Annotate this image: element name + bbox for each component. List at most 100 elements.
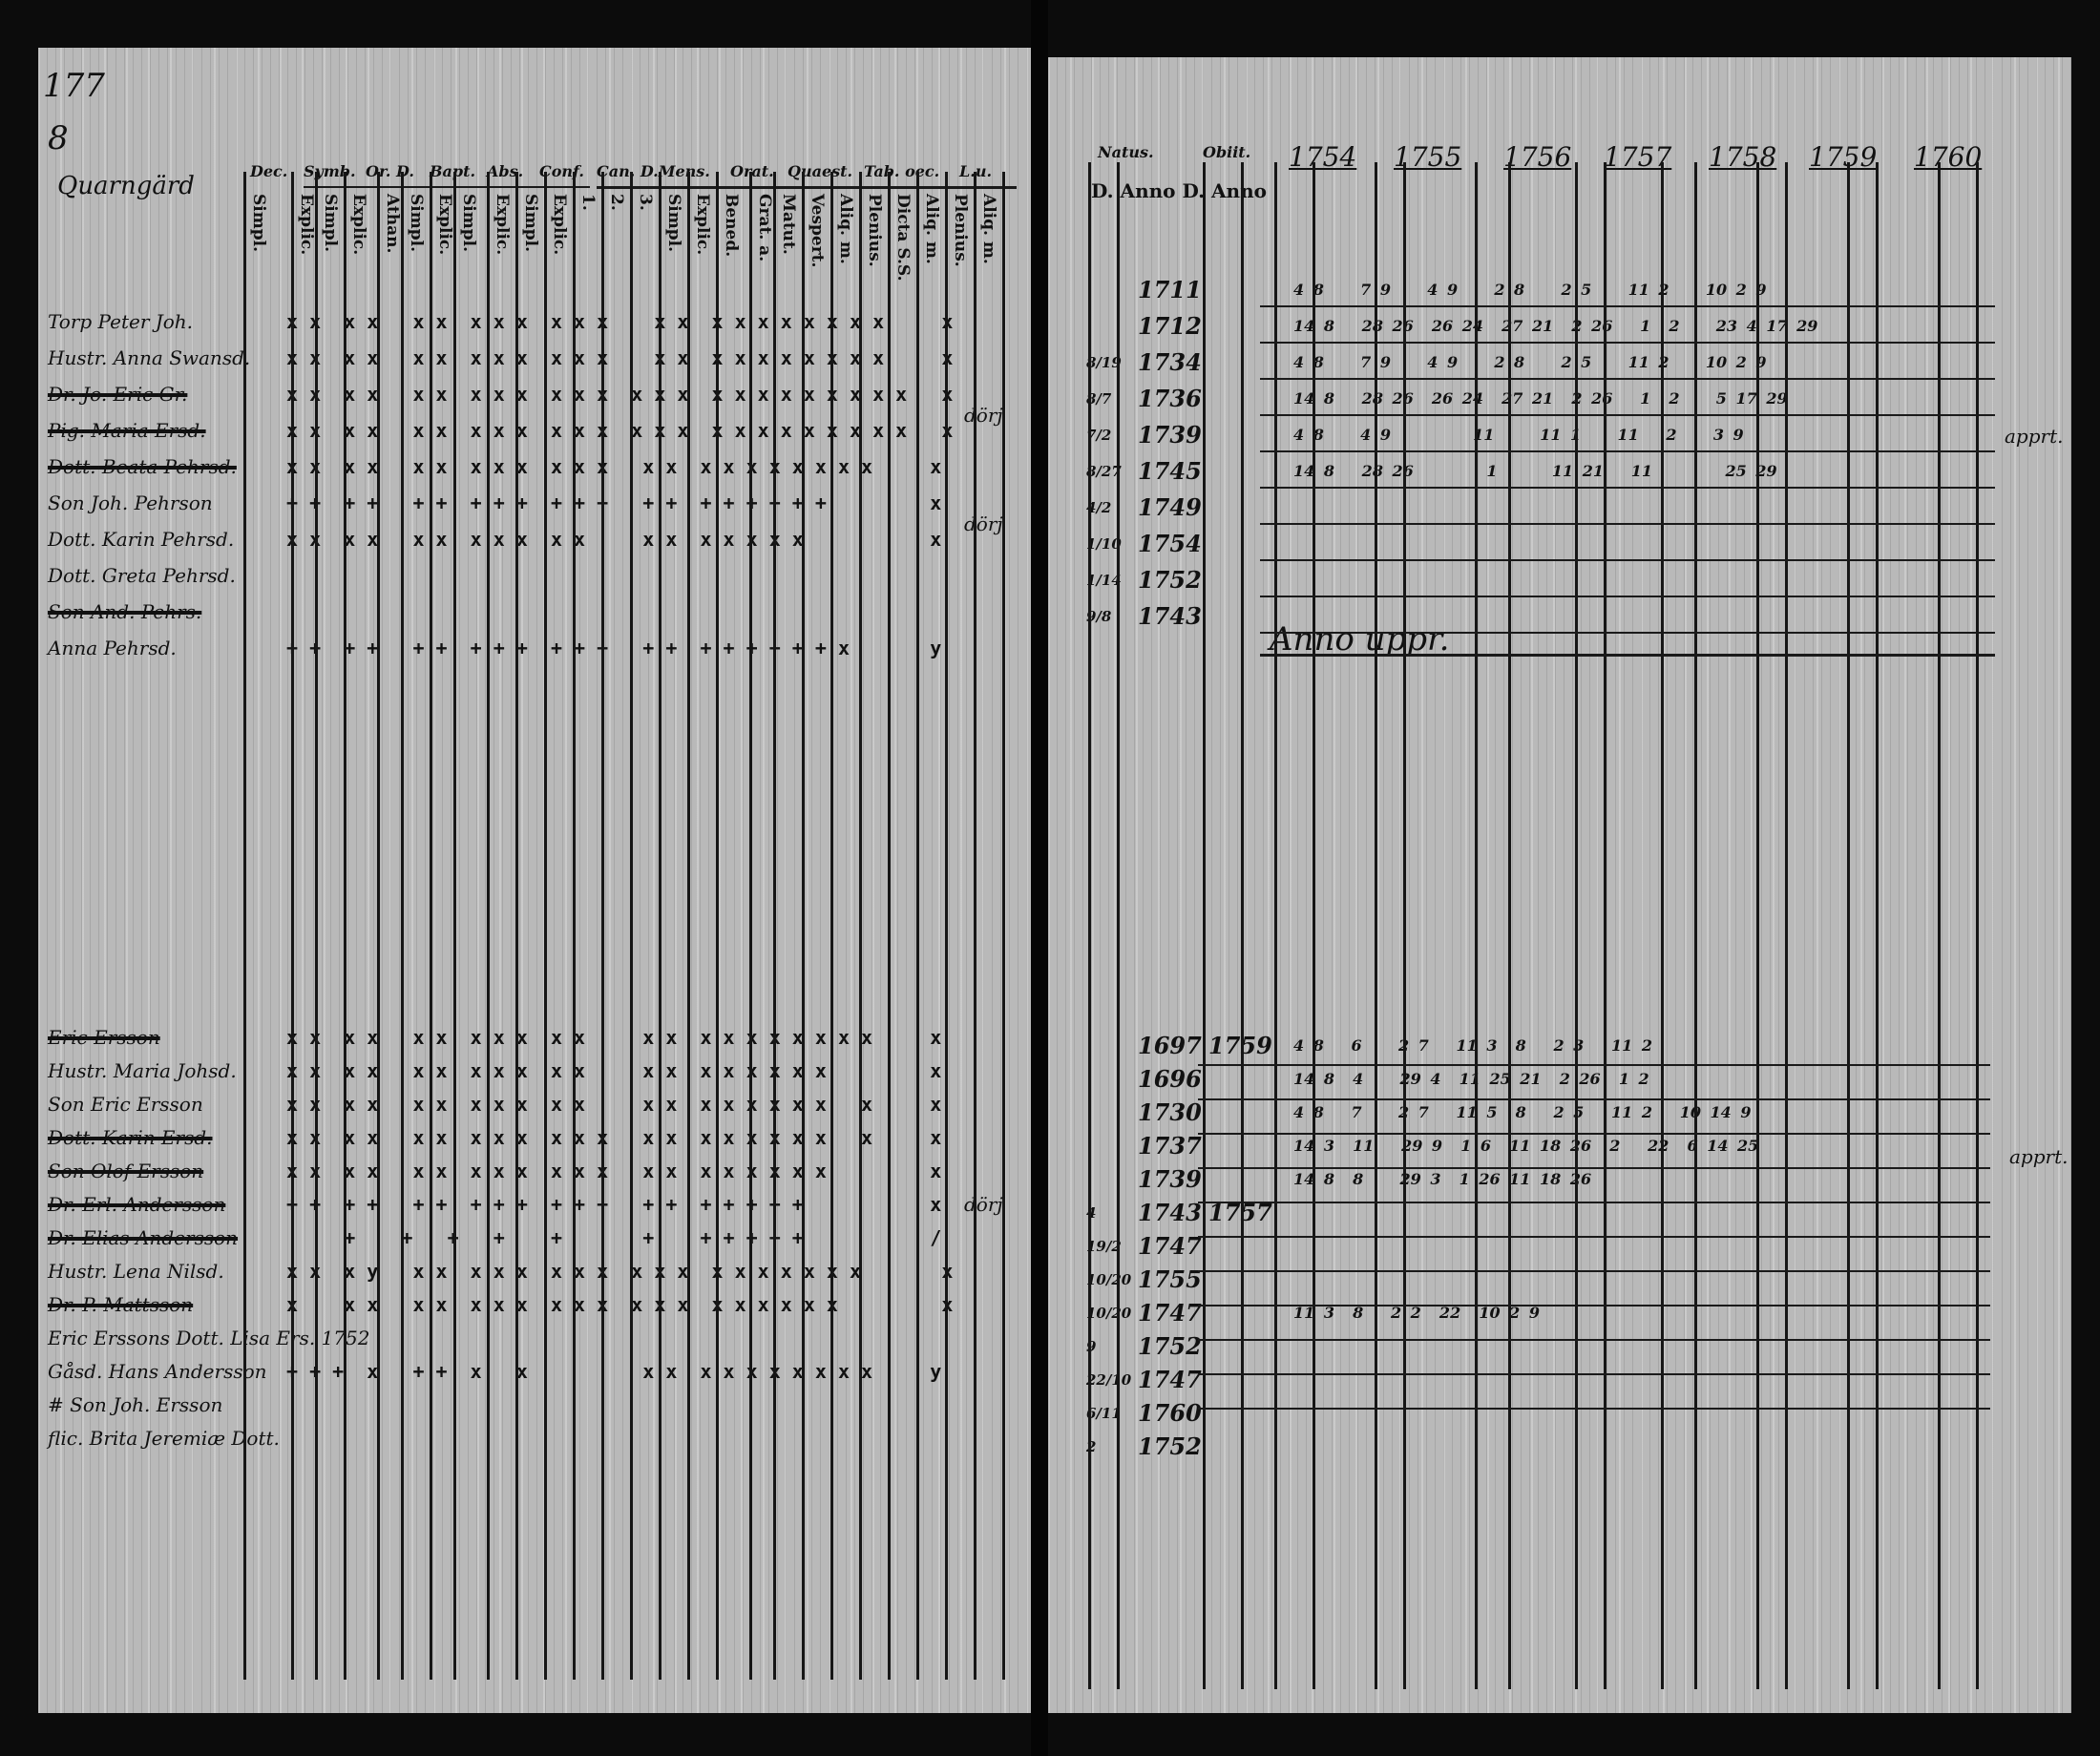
ruling-line <box>1661 162 1664 1689</box>
birth-date: 19/2 <box>1086 1238 1122 1255</box>
catechism-marks: x x x x x x x x x x x x x x x x x x x x … <box>286 1293 954 1316</box>
column-header: L.u. <box>959 162 992 181</box>
birth-year: 1752 <box>1138 1432 1202 1460</box>
parishioner-name: Torp Peter Joh. <box>48 310 194 333</box>
exam-scores: 14 8 28 26 26 24 27 21 2 26 1 2 5 17 29 <box>1293 389 1788 408</box>
parishioner-name: Son Eric Ersson <box>48 1093 203 1116</box>
birth-date: 4/2 <box>1086 499 1112 516</box>
column-subheader: Simpl. <box>664 194 683 252</box>
parishioner-name: flic. Brita Jeremiæ Dott. <box>48 1427 280 1450</box>
parishioner-name: Dr. Jo. Eric Gr. <box>48 383 188 406</box>
exam-scores: 14 3 11 29 9 1 6 11 18 26 2 22 6 14 25 <box>1293 1137 1759 1155</box>
birth-date: 1/14 <box>1086 572 1122 589</box>
folio-number: 177 <box>43 67 105 105</box>
year-header: 1758 <box>1709 141 1777 173</box>
anno-note: Anno uppr. <box>1270 620 1450 658</box>
header-natus: Natus. <box>1098 143 1154 161</box>
birth-date: 10/20 <box>1086 1271 1132 1288</box>
parishioner-name: Dott. Karin Pehrsd. <box>48 528 235 551</box>
column-subheader: Vespert. <box>808 194 827 268</box>
catechism-marks: x x x x x x x x x x x x x x x x x x x x … <box>286 1126 942 1149</box>
year-header: 1754 <box>1289 141 1357 173</box>
ruling-line <box>630 172 633 1680</box>
year-header: 1760 <box>1914 141 1983 173</box>
catechism-marks: x x x x x x x x x x x x x x x x x x x x … <box>286 383 954 406</box>
column-subheader: Simpl. <box>459 194 478 252</box>
column-subheader: Explic. <box>693 194 712 256</box>
ruling-line <box>1274 162 1277 1689</box>
grid-line <box>1198 1236 1990 1238</box>
birth-year: 1737 <box>1138 1132 1202 1160</box>
grid-line <box>1198 1167 1990 1169</box>
exam-scores: 4 8 7 2 7 11 5 8 2 5 11 2 10 14 9 <box>1293 1103 1752 1121</box>
parishioner-name: Eric Ersson <box>48 1026 160 1049</box>
parishioner-name: Son And. Pehrs. <box>48 600 202 623</box>
ruling-line <box>1876 162 1879 1689</box>
ruling-line <box>1785 162 1788 1689</box>
column-header: Orat. <box>730 162 774 181</box>
header-rule <box>304 186 590 188</box>
birth-date: 7/2 <box>1086 427 1112 444</box>
catechism-marks: x x x x x x x x x x x x x x x x x x x x … <box>286 346 954 369</box>
grid-line <box>1260 342 1995 344</box>
ruling-line <box>1375 162 1377 1689</box>
column-header: Abs. <box>487 162 524 180</box>
grid-line <box>1198 1202 1990 1203</box>
exam-scores: 14 8 28 26 1 11 21 11 25 29 <box>1293 462 1777 480</box>
exam-scores: 14 8 8 29 3 1 26 11 18 26 <box>1293 1170 1592 1188</box>
grid-line <box>1260 559 1995 561</box>
ruling-line <box>1604 162 1606 1689</box>
catechism-marks: x x x x x x x x x x x x x x x x x x x x … <box>286 419 954 442</box>
ruling-line <box>1938 162 1941 1689</box>
birth-year: 1749 <box>1138 493 1202 521</box>
exam-scores: 14 8 28 26 26 24 27 21 2 26 1 2 23 4 17 … <box>1293 317 1818 335</box>
ruling-line <box>544 172 547 1680</box>
birth-date: 22/10 <box>1086 1371 1132 1389</box>
birth-date: 9 <box>1086 1338 1097 1355</box>
birth-year: 1712 <box>1138 312 1202 340</box>
parishioner-name: Dr. P. Mattsson <box>48 1293 194 1316</box>
ruling-line <box>1002 172 1005 1680</box>
ruling-line <box>573 172 576 1680</box>
column-subheader: Simpl. <box>249 194 268 252</box>
birth-date: 10/20 <box>1086 1305 1132 1322</box>
birth-date: 8/27 <box>1086 463 1122 480</box>
margin-note: dörj <box>964 1193 1003 1216</box>
ruling-line <box>659 172 662 1680</box>
catechism-marks: x x x x x x x x x x x x x x x x x x x x … <box>286 1160 942 1182</box>
parishioner-name: Anna Pehrsd. <box>48 637 177 659</box>
catechism-marks: x x x y x x x x x x x x x x x x x x x x … <box>286 1260 954 1283</box>
column-subheader: Simpl. <box>521 194 540 252</box>
birth-year: 1711 <box>1138 276 1202 303</box>
death-year: 1759 <box>1208 1033 1272 1059</box>
grid-line <box>1198 1133 1990 1135</box>
birth-year: 1752 <box>1138 1332 1202 1360</box>
grid-line <box>1198 1305 1990 1307</box>
ruling-line <box>1088 162 1091 1689</box>
ruling-line <box>377 172 380 1680</box>
ruling-line <box>243 172 246 1680</box>
book-spine <box>1031 0 1048 1756</box>
column-header: Or. D. <box>366 162 414 180</box>
margin-note: apprt. <box>2005 425 2064 448</box>
exam-scores: 14 8 4 29 4 11 25 21 2 26 1 2 <box>1293 1070 1649 1088</box>
year-header: 1759 <box>1809 141 1878 173</box>
birth-year: 1760 <box>1138 1399 1202 1427</box>
column-subheader: Plenius. <box>951 194 970 267</box>
ruling-line <box>1508 162 1511 1689</box>
column-header: Quaest. <box>788 162 853 180</box>
ruling-line <box>716 172 719 1680</box>
farm-number: 8 <box>48 119 69 157</box>
ruling-line <box>1694 162 1697 1689</box>
column-subheader: Aliq. m. <box>836 194 855 264</box>
birth-year: 1730 <box>1138 1098 1202 1126</box>
ruling-line <box>830 172 833 1680</box>
column-subheader: Bened. <box>722 194 741 258</box>
column-header: Dec. <box>250 162 288 180</box>
catechism-marks: x x x x x x x x x x x x x x x x x x x x <box>286 1059 942 1082</box>
catechism-marks: + + + + + + + + + + + + + + + + + + + + … <box>286 637 942 659</box>
catechism-marks: + + + + + + + + + + + / <box>286 1226 942 1249</box>
exam-scores: 4 8 4 9 11 11 1 11 2 3 9 <box>1293 426 1744 444</box>
right-page <box>1048 57 2071 1713</box>
parishioner-name: Son Olof Ersson <box>48 1160 204 1182</box>
